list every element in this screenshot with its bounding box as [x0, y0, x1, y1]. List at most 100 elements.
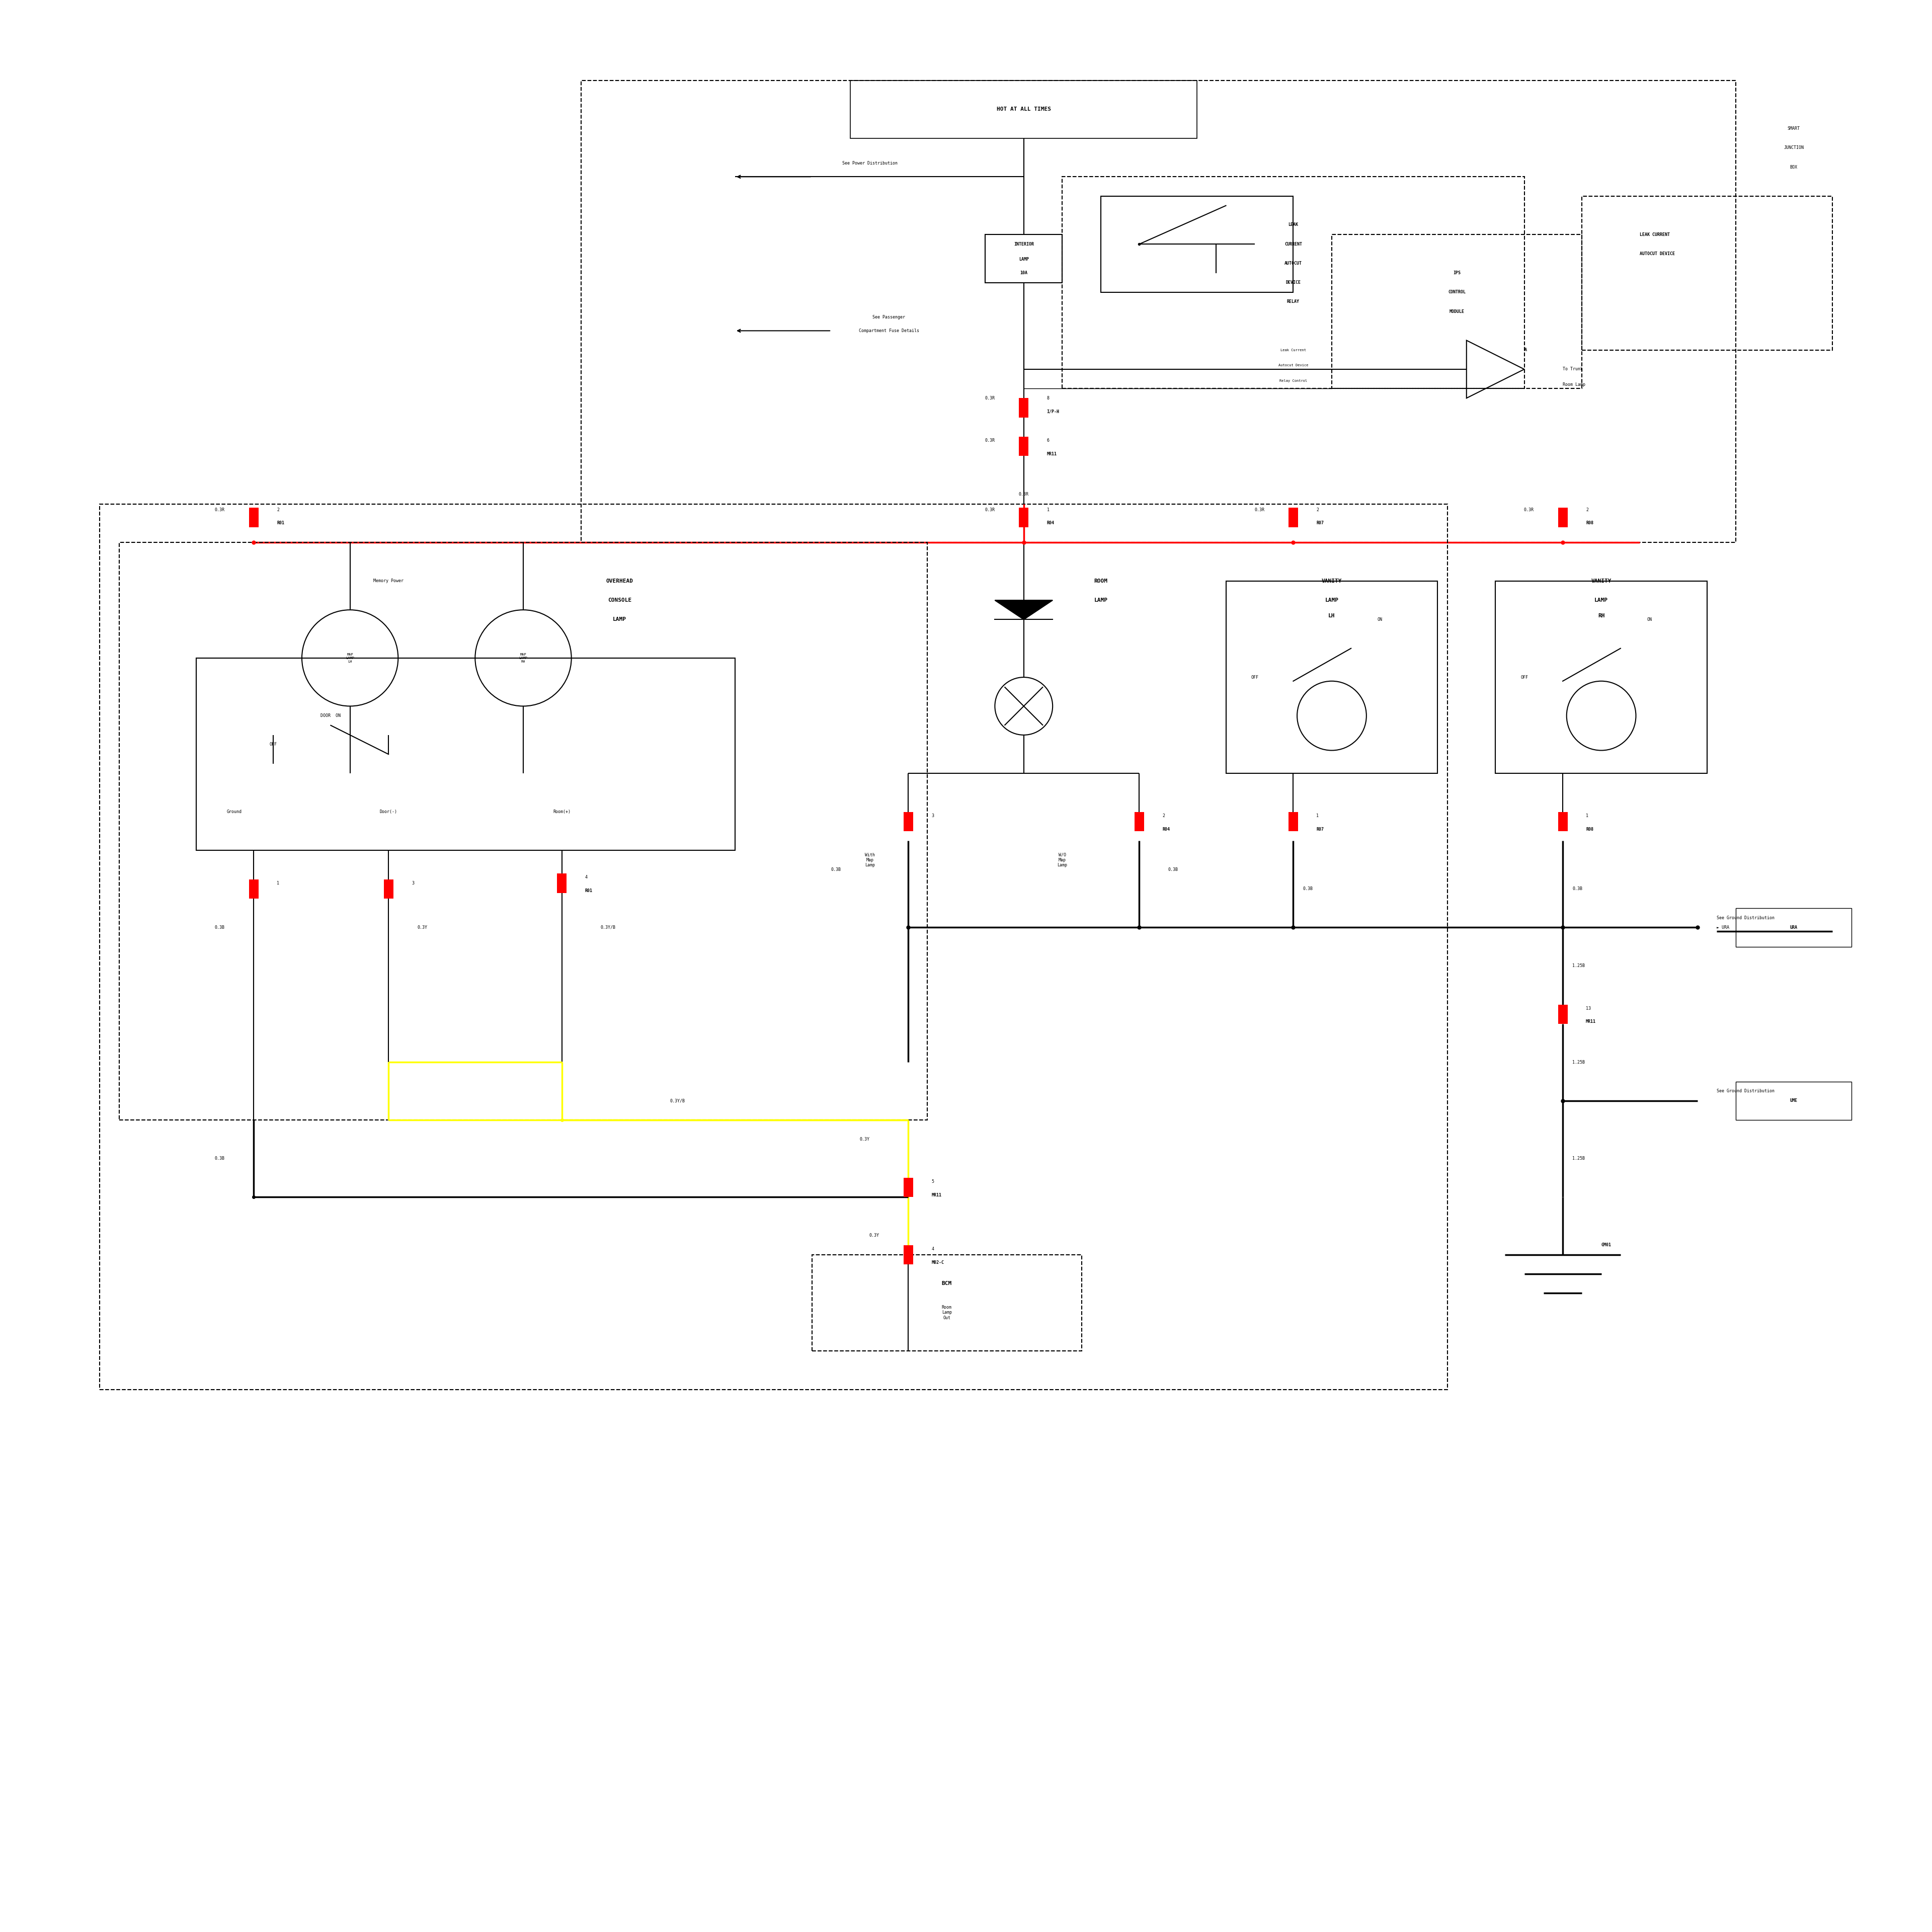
Text: AUTOCUT: AUTOCUT	[1285, 261, 1302, 265]
Text: MODULE: MODULE	[1449, 309, 1464, 313]
Text: R07: R07	[1316, 827, 1323, 831]
Text: See Power Distribution: See Power Distribution	[842, 160, 898, 166]
Text: LAMP: LAMP	[1594, 597, 1607, 603]
Text: 0.3R: 0.3R	[1524, 508, 1534, 512]
Text: 5: 5	[931, 1179, 933, 1184]
Text: 0.3B: 0.3B	[1169, 867, 1179, 871]
Text: MAP
LAMP
LH: MAP LAMP LH	[346, 653, 354, 663]
Text: 1: 1	[1047, 508, 1049, 512]
Text: 3: 3	[412, 881, 413, 885]
Text: Leak Current: Leak Current	[1281, 348, 1306, 352]
Text: A: A	[1524, 348, 1526, 352]
Text: R04: R04	[1163, 827, 1171, 831]
Text: 0.3Y/B: 0.3Y/B	[601, 925, 614, 929]
Text: LAMP: LAMP	[1018, 257, 1028, 261]
Text: 0.3B: 0.3B	[1302, 887, 1314, 891]
Text: UME: UME	[1789, 1099, 1797, 1103]
Text: 0.3B: 0.3B	[831, 867, 840, 871]
Bar	[904, 1244, 914, 1264]
Bar	[384, 879, 394, 898]
Text: M02-C: M02-C	[931, 1260, 945, 1265]
Text: LH: LH	[1329, 612, 1335, 618]
Text: 8: 8	[1047, 396, 1049, 400]
Bar	[1134, 811, 1144, 831]
Bar	[1289, 508, 1298, 527]
Text: ► URA: ► URA	[1718, 925, 1729, 929]
Text: R08: R08	[1586, 827, 1594, 831]
Text: 6: 6	[1047, 439, 1049, 442]
Text: JUNCTION: JUNCTION	[1783, 145, 1804, 151]
Bar	[811, 1254, 1082, 1350]
Text: 2: 2	[1316, 508, 1320, 512]
Text: ON: ON	[1646, 616, 1652, 622]
Text: 0.3R: 0.3R	[1018, 493, 1028, 497]
Text: 2: 2	[1163, 813, 1165, 817]
Text: 0.3B: 0.3B	[214, 1155, 224, 1161]
Text: With
Map
Lamp: With Map Lamp	[866, 852, 875, 867]
Bar	[1557, 811, 1567, 831]
Text: 0.3R: 0.3R	[985, 439, 995, 442]
Text: MR11: MR11	[931, 1192, 941, 1198]
Text: ON: ON	[1378, 616, 1383, 622]
Text: 13: 13	[1586, 1007, 1590, 1010]
Bar	[904, 811, 914, 831]
Bar	[1018, 508, 1028, 527]
Text: LAMP: LAMP	[1094, 597, 1107, 603]
Bar	[249, 879, 259, 898]
Bar	[100, 504, 1447, 1389]
Text: 1.25B: 1.25B	[1573, 1061, 1584, 1065]
Bar	[556, 873, 566, 893]
Text: 4: 4	[585, 875, 587, 879]
Bar	[249, 508, 259, 527]
Bar	[985, 234, 1063, 282]
Text: Door(-): Door(-)	[381, 810, 398, 813]
Bar	[1557, 508, 1567, 527]
Text: 4: 4	[931, 1246, 933, 1252]
Text: MR11: MR11	[1586, 1020, 1596, 1024]
Text: LAMP: LAMP	[1325, 597, 1339, 603]
Bar	[1018, 437, 1028, 456]
Text: 2: 2	[1586, 508, 1588, 512]
Text: IPS: IPS	[1453, 270, 1461, 274]
Text: R07: R07	[1316, 522, 1323, 526]
Text: 1: 1	[1316, 813, 1320, 817]
Text: SMART: SMART	[1787, 126, 1801, 131]
Text: OVERHEAD: OVERHEAD	[607, 578, 634, 583]
Text: R08: R08	[1586, 522, 1594, 526]
Bar	[850, 81, 1198, 139]
Text: 1.25B: 1.25B	[1573, 964, 1584, 968]
Text: AUTOCUT DEVICE: AUTOCUT DEVICE	[1640, 251, 1675, 257]
Text: LEAK: LEAK	[1289, 222, 1298, 228]
Text: LEAK CURRENT: LEAK CURRENT	[1640, 232, 1669, 238]
Text: 0.3R: 0.3R	[214, 508, 224, 512]
Bar	[1018, 398, 1028, 417]
Text: RELAY: RELAY	[1287, 299, 1300, 303]
Text: DOOR  ON: DOOR ON	[321, 713, 340, 719]
Text: 0.3R: 0.3R	[1254, 508, 1264, 512]
Text: 0.3Y/B: 0.3Y/B	[670, 1099, 684, 1103]
Text: See Ground Distribution: See Ground Distribution	[1718, 1090, 1776, 1094]
Text: GM01: GM01	[1602, 1242, 1611, 1248]
Bar	[1557, 1005, 1567, 1024]
Text: I/P-H: I/P-H	[1047, 410, 1059, 413]
Text: R01: R01	[276, 522, 284, 526]
Bar	[1582, 195, 1832, 350]
Bar	[1227, 582, 1437, 773]
Bar	[1331, 234, 1582, 388]
Text: VANITY: VANITY	[1321, 578, 1343, 583]
Text: R04: R04	[1047, 522, 1055, 526]
Text: 0.3R: 0.3R	[985, 508, 995, 512]
Text: INTERIOR: INTERIOR	[1014, 242, 1034, 247]
Bar	[1495, 582, 1708, 773]
Text: MAP
LAMP
RH: MAP LAMP RH	[520, 653, 527, 663]
Text: Compartment Fuse Details: Compartment Fuse Details	[860, 328, 920, 332]
Text: 0.3R: 0.3R	[985, 396, 995, 400]
Bar	[1063, 176, 1524, 388]
Text: CONSOLE: CONSOLE	[607, 597, 632, 603]
Bar	[904, 1179, 914, 1198]
Bar	[1737, 1082, 1851, 1121]
Text: CURRENT: CURRENT	[1285, 242, 1302, 247]
Text: W/O
Map
Lamp: W/O Map Lamp	[1057, 852, 1066, 867]
Text: 1.25B: 1.25B	[1573, 1155, 1584, 1161]
Text: See Passenger: See Passenger	[873, 315, 906, 319]
